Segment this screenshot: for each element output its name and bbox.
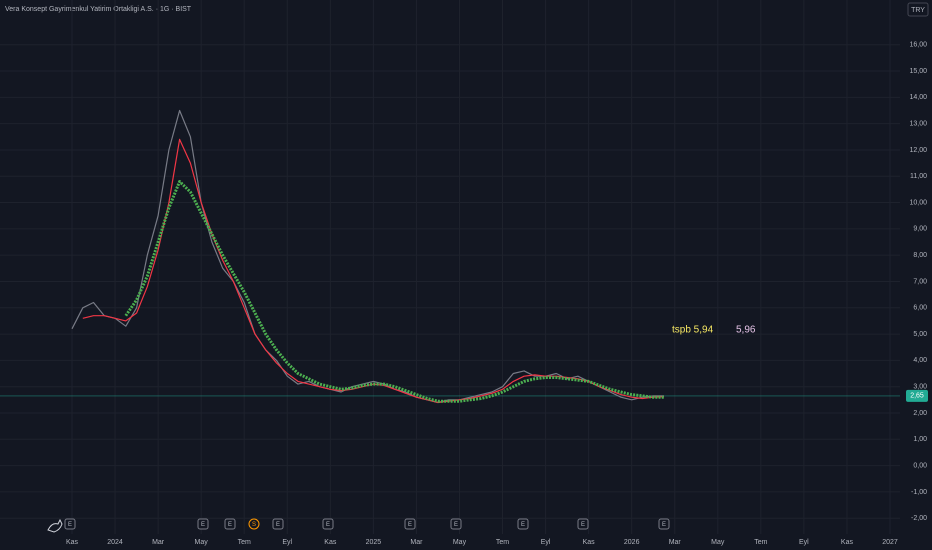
x-tick-label: Tem bbox=[238, 539, 251, 546]
event-label: E bbox=[228, 522, 232, 528]
event-marker[interactable] bbox=[272, 518, 284, 530]
y-tick-label: 4,00 bbox=[913, 357, 927, 364]
event-marker[interactable] bbox=[322, 518, 334, 530]
last-price-tag bbox=[906, 389, 928, 402]
event-label: E bbox=[581, 522, 585, 528]
x-tick-label: 2026 bbox=[624, 539, 640, 546]
event-marker[interactable] bbox=[450, 518, 462, 530]
x-tick-label: Kas bbox=[841, 539, 854, 546]
y-tick-label: -2,00 bbox=[911, 515, 927, 522]
y-tick-label: 15,00 bbox=[909, 68, 927, 75]
y-tick-label: 0,00 bbox=[913, 462, 927, 469]
event-label: E bbox=[662, 522, 666, 528]
y-tick-label: 5,00 bbox=[913, 331, 927, 338]
x-tick-label: May bbox=[711, 539, 725, 546]
event-label: E bbox=[276, 522, 280, 528]
x-tick-label: May bbox=[453, 539, 467, 546]
event-marker[interactable] bbox=[64, 518, 76, 530]
annotation: tspb 5,94 bbox=[672, 325, 714, 336]
event-label: E bbox=[201, 522, 205, 528]
event-label: E bbox=[68, 522, 72, 528]
event-label: S bbox=[252, 522, 256, 528]
event-marker[interactable] bbox=[577, 518, 589, 530]
event-label: E bbox=[408, 522, 412, 528]
x-tick-label: 2027 bbox=[882, 539, 898, 546]
event-label: E bbox=[521, 522, 525, 528]
x-tick-label: 2025 bbox=[366, 539, 382, 546]
logo bbox=[47, 518, 63, 533]
y-tick-label: 10,00 bbox=[909, 199, 927, 206]
chart-title: Vera Konsept Gayrimenkul Yatirim Ortakli… bbox=[5, 6, 192, 13]
y-tick-label: 8,00 bbox=[913, 252, 927, 259]
event-marker[interactable] bbox=[248, 518, 260, 530]
x-tick-label: Mar bbox=[410, 539, 423, 546]
y-tick-label: 6,00 bbox=[913, 305, 927, 312]
y-tick-label: 14,00 bbox=[909, 94, 927, 101]
y-tick-label: 11,00 bbox=[910, 173, 927, 180]
annotation: 5,96 bbox=[736, 325, 756, 336]
series-line bbox=[124, 180, 664, 403]
y-tick-label: -1,00 bbox=[911, 489, 927, 496]
event-marker[interactable] bbox=[658, 518, 670, 530]
y-tick-label: 16,00 bbox=[909, 42, 927, 49]
x-tick-label: Mar bbox=[152, 539, 165, 546]
x-tick-label: Eyl bbox=[799, 539, 809, 546]
last-price-label: 2,65 bbox=[910, 393, 924, 400]
event-marker[interactable] bbox=[197, 518, 209, 530]
event-label: E bbox=[454, 522, 458, 528]
currency-button[interactable] bbox=[907, 2, 929, 17]
x-tick-label: Kas bbox=[324, 539, 337, 546]
event-marker[interactable] bbox=[517, 518, 529, 530]
y-tick-label: 3,00 bbox=[913, 384, 927, 391]
y-tick-label: 2,00 bbox=[913, 410, 927, 417]
y-tick-label: 13,00 bbox=[909, 120, 927, 127]
x-tick-label: Kas bbox=[583, 539, 596, 546]
y-tick-label: 1,00 bbox=[913, 436, 927, 443]
y-tick-label: 12,00 bbox=[909, 147, 927, 154]
currency-label[interactable]: TRY bbox=[911, 7, 925, 14]
x-tick-label: Tem bbox=[496, 539, 509, 546]
x-tick-label: Mar bbox=[669, 539, 682, 546]
event-marker[interactable] bbox=[404, 518, 416, 530]
y-tick-label: 7,00 bbox=[913, 278, 927, 285]
x-tick-label: 2024 bbox=[107, 539, 123, 546]
x-tick-label: Eyl bbox=[541, 539, 551, 546]
event-marker[interactable] bbox=[224, 518, 236, 530]
x-tick-label: Eyl bbox=[282, 539, 292, 546]
x-tick-label: Kas bbox=[66, 539, 79, 546]
x-tick-label: May bbox=[195, 539, 209, 546]
x-tick-label: Tem bbox=[754, 539, 767, 546]
event-label: E bbox=[326, 522, 330, 528]
y-tick-label: 9,00 bbox=[913, 226, 927, 233]
